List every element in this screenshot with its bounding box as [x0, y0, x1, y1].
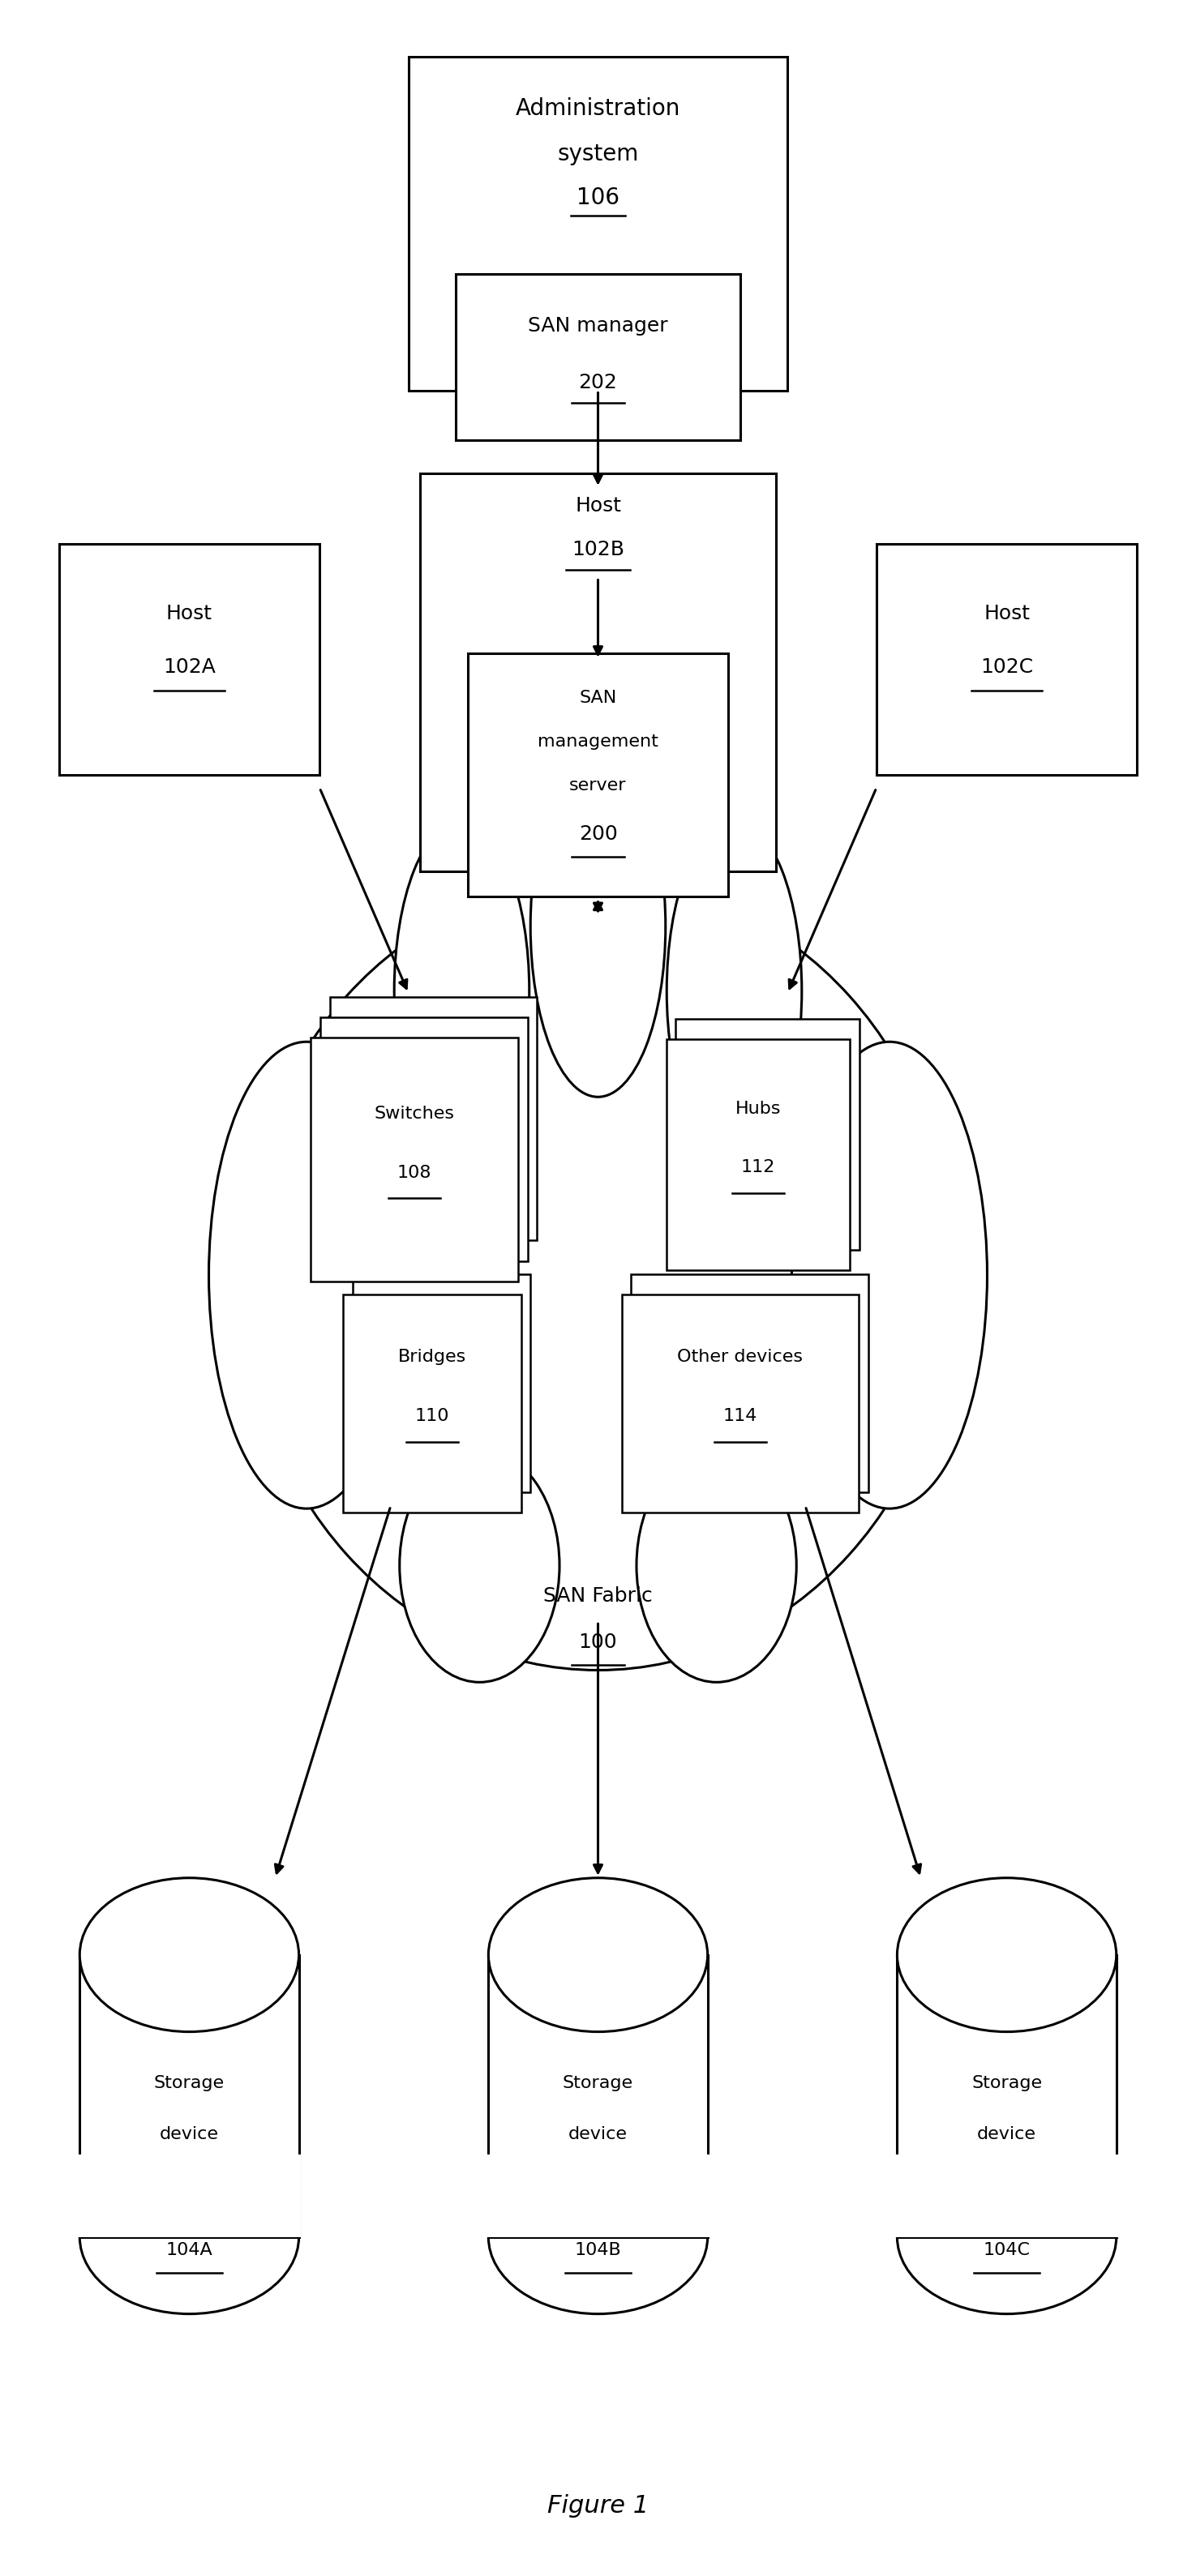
Bar	[895, 2156, 1118, 2236]
Text: Bridges: Bridges	[398, 1350, 466, 1365]
Text: server: server	[569, 778, 627, 793]
Text: SAN Fabric: SAN Fabric	[543, 1587, 653, 1605]
Text: 106: 106	[576, 185, 620, 209]
Text: 102A: 102A	[163, 657, 215, 677]
Text: Storage: Storage	[154, 2074, 225, 2092]
Text: 112: 112	[740, 1159, 775, 1175]
Text: 102B: 102B	[572, 538, 624, 559]
Bar	[468, 654, 728, 896]
Bar	[488, 1955, 708, 2236]
Bar	[311, 1038, 518, 1283]
Bar	[343, 1293, 521, 1512]
Ellipse shape	[80, 2161, 299, 2313]
Text: Switches: Switches	[374, 1105, 454, 1121]
Text: 202: 202	[579, 374, 617, 392]
Text: 200: 200	[579, 824, 617, 845]
Text: Other devices: Other devices	[677, 1350, 803, 1365]
Ellipse shape	[395, 819, 530, 1162]
Text: 100: 100	[579, 1633, 617, 1651]
Text: Storage: Storage	[971, 2074, 1042, 2092]
Bar	[456, 273, 740, 440]
Text: Host: Host	[166, 603, 213, 623]
Bar	[676, 1018, 859, 1249]
Bar	[631, 1275, 868, 1492]
Text: 104A: 104A	[166, 2241, 213, 2259]
Ellipse shape	[666, 819, 801, 1162]
Text: 108: 108	[397, 1164, 432, 1180]
Text: device: device	[977, 2125, 1036, 2143]
Bar	[59, 544, 319, 775]
Ellipse shape	[80, 1878, 299, 2032]
Bar	[897, 1955, 1116, 2236]
Text: 114: 114	[724, 1409, 757, 1425]
Ellipse shape	[209, 1041, 404, 1510]
Text: 102C: 102C	[981, 657, 1033, 677]
Text: device: device	[568, 2125, 628, 2143]
Text: Host: Host	[983, 603, 1030, 623]
Bar	[78, 2156, 301, 2236]
Bar	[420, 474, 776, 871]
Bar	[353, 1275, 531, 1492]
Ellipse shape	[897, 2161, 1116, 2313]
Bar	[666, 1038, 849, 1270]
Bar	[622, 1293, 859, 1512]
Text: Host: Host	[575, 497, 621, 515]
Bar	[409, 57, 787, 392]
Text: Figure 1: Figure 1	[548, 2494, 648, 2517]
Bar	[80, 1955, 299, 2236]
Text: Administration: Administration	[515, 98, 681, 118]
Text: Hubs: Hubs	[736, 1100, 781, 1115]
Bar	[877, 544, 1137, 775]
Text: SAN manager: SAN manager	[527, 317, 669, 335]
Ellipse shape	[243, 881, 953, 1669]
Bar	[330, 997, 537, 1242]
Text: SAN: SAN	[579, 690, 617, 706]
Bar	[321, 1018, 527, 1262]
Ellipse shape	[488, 1878, 708, 2032]
Text: 104C: 104C	[983, 2241, 1030, 2259]
Text: Storage: Storage	[562, 2074, 634, 2092]
Bar	[486, 2156, 710, 2236]
Text: system: system	[557, 144, 639, 165]
Ellipse shape	[636, 1448, 797, 1682]
Ellipse shape	[792, 1041, 987, 1510]
Ellipse shape	[399, 1448, 560, 1682]
Ellipse shape	[488, 2161, 708, 2313]
Text: device: device	[160, 2125, 219, 2143]
Ellipse shape	[531, 755, 665, 1097]
Text: 104B: 104B	[574, 2241, 622, 2259]
Text: 110: 110	[415, 1409, 450, 1425]
Ellipse shape	[897, 1878, 1116, 2032]
Text: management: management	[538, 734, 658, 750]
